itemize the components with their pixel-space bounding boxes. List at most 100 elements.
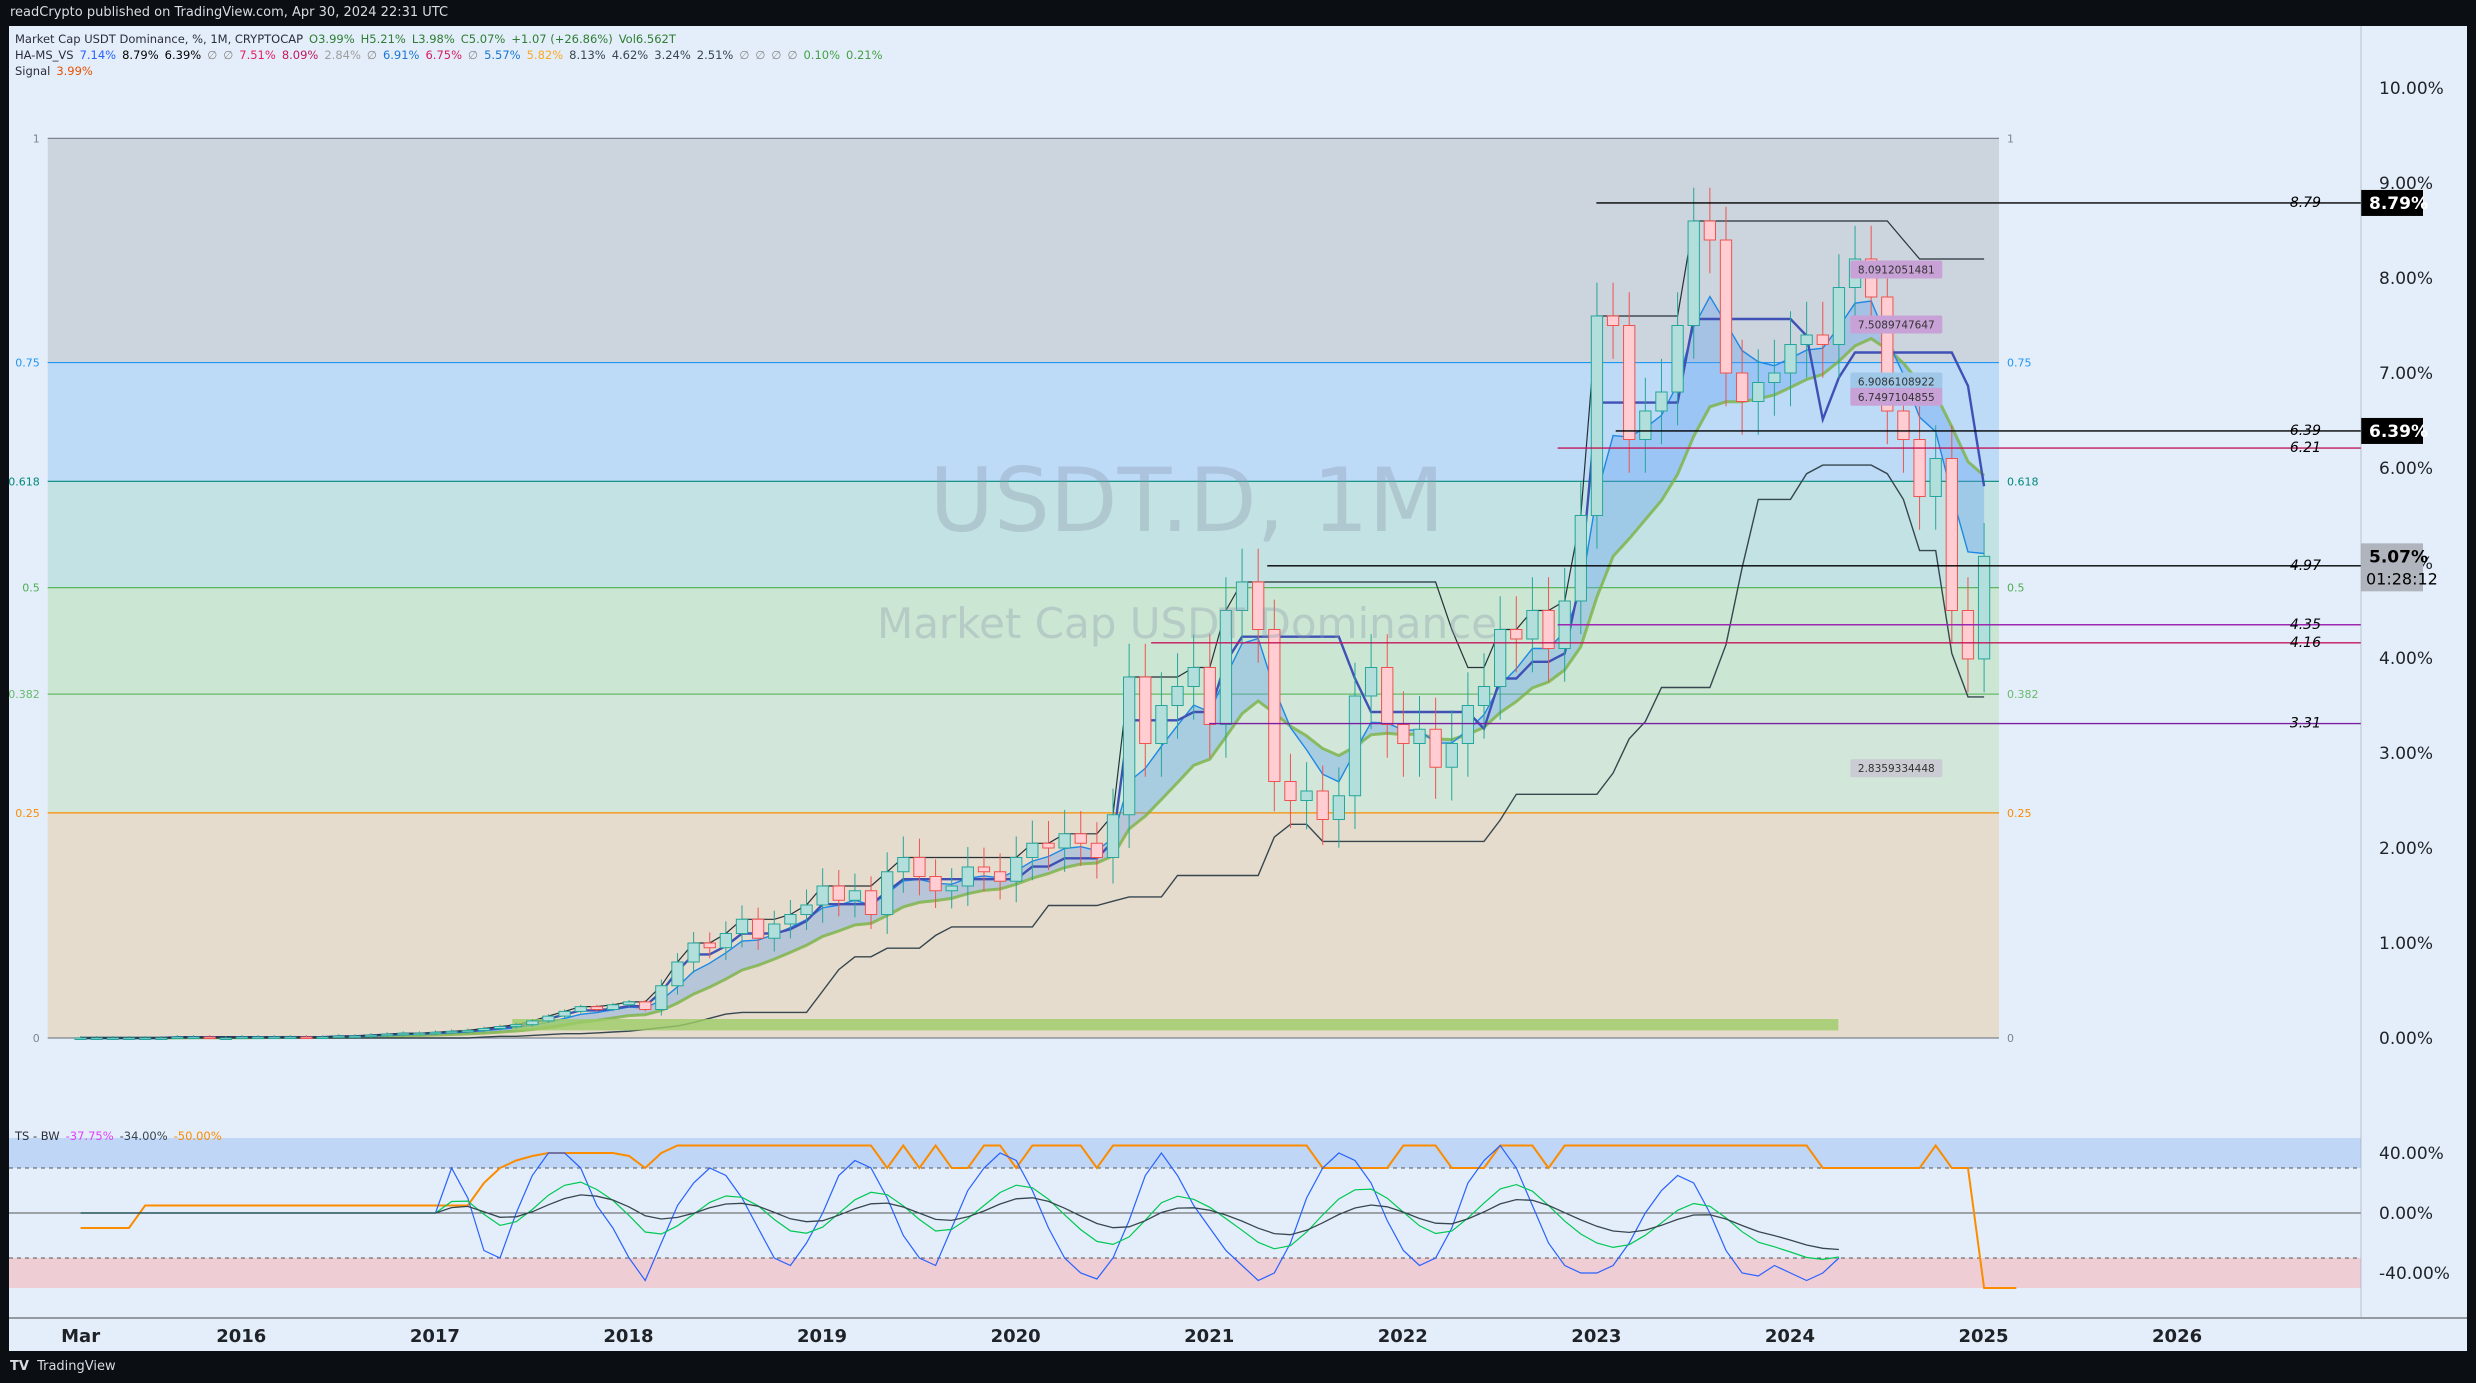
candle-body bbox=[155, 1037, 168, 1040]
candle-body bbox=[1268, 629, 1281, 782]
time-tick-label: 2018 bbox=[603, 1326, 653, 1347]
price-tick-label: 3.00% bbox=[2379, 744, 2433, 764]
indicator-value-15: 8.13% bbox=[569, 48, 606, 62]
time-tick-label: 2024 bbox=[1765, 1326, 1815, 1347]
candle-body bbox=[203, 1036, 216, 1040]
candle-body bbox=[784, 914, 797, 925]
candle-body bbox=[1058, 833, 1071, 849]
price-tick-label: 0.00% bbox=[2379, 1029, 2433, 1049]
fib-zone-0.618 bbox=[47, 481, 2000, 588]
candle-body bbox=[542, 1015, 555, 1022]
level-label-4.16: 4.16 bbox=[2290, 635, 2321, 651]
publish-info: readCrypto published on TradingView.com,… bbox=[10, 5, 449, 20]
time-tick-label: 2020 bbox=[991, 1326, 1041, 1347]
price-axis[interactable]: 10.00%9.00%8.00%7.00%6.00%5.00%4.00%3.00… bbox=[2361, 79, 2444, 1049]
time-tick-label: 2022 bbox=[1378, 1326, 1428, 1347]
time-tick-label: Mar bbox=[61, 1326, 100, 1347]
price-label-bg bbox=[2361, 543, 2423, 592]
osc-upper-zone bbox=[9, 1138, 2361, 1168]
indicator-value-20: ∅ bbox=[755, 48, 766, 62]
candle-body bbox=[1800, 334, 1813, 345]
candle-body bbox=[881, 871, 894, 915]
candle-body bbox=[1671, 325, 1684, 393]
candle-body bbox=[687, 942, 700, 963]
candle-body bbox=[1300, 790, 1313, 801]
candle-body bbox=[735, 918, 749, 934]
time-axis[interactable]: Mar 2016 2017 2018 2019 2020 2021 2022 2023 2024 2… bbox=[9, 26, 2467, 1347]
horizontal-levels[interactable]: 8.79 6.396.21 4.97 4.35 4.16 3.31 8.0912051481… bbox=[1151, 195, 2361, 778]
osc-tick-label: 0.00% bbox=[2379, 1204, 2433, 1224]
level-label-4.97: 4.97 bbox=[2290, 558, 2321, 574]
candle-body bbox=[1477, 686, 1491, 706]
legend-oscillator[interactable]: TS - BW -37.75% -34.00% -50.00% bbox=[15, 1129, 228, 1143]
indicator-value-19: ∅ bbox=[739, 48, 750, 62]
price-countdown: 01:28:12 bbox=[2366, 569, 2438, 588]
legend-indicator[interactable]: HA-MS_VS 7.14% 8.79% 6.39% ∅ ∅ 7.51% 8.09% 2.84%… bbox=[15, 48, 889, 62]
publish-header: readCrypto published on TradingView.com,… bbox=[0, 0, 2476, 26]
candle-body bbox=[929, 876, 942, 892]
price-tick-label: 9.00% bbox=[2379, 174, 2433, 194]
candle-body bbox=[622, 1001, 636, 1006]
indicator-value-9: ∅ bbox=[366, 48, 377, 62]
candle-body bbox=[1139, 676, 1152, 744]
candle-body bbox=[1735, 372, 1749, 402]
osc-orange-line bbox=[80, 1143, 2017, 1289]
value-tag-bg bbox=[1850, 387, 1943, 406]
value-tag-text: 8.0912051481 bbox=[1858, 264, 1935, 276]
indicator-value-16: 4.62% bbox=[611, 48, 649, 62]
candle-body bbox=[1881, 296, 1894, 412]
chart-pane[interactable]: 1 1 0.75 0.75 0.618 0.618 0.5 0.5 0.382 0.382 0.25… bbox=[9, 26, 2467, 1351]
indicator-value-18: 2.51% bbox=[696, 48, 734, 62]
candle-body bbox=[1687, 220, 1700, 326]
time-tick-label: 2025 bbox=[1958, 1326, 2008, 1347]
level-label-6.21: 6.21 bbox=[2290, 440, 2321, 456]
candle-body bbox=[913, 857, 926, 877]
candle-body bbox=[1816, 334, 1829, 345]
fib-zone-0.5 bbox=[47, 587, 2000, 695]
legend-signal[interactable]: Signal 3.99% bbox=[15, 64, 99, 78]
fib-label-right: 0.382 bbox=[2007, 688, 2039, 701]
price-label: 8.79% bbox=[2369, 194, 2428, 214]
candle-body bbox=[445, 1030, 458, 1034]
candle-body bbox=[364, 1034, 378, 1038]
candle-body bbox=[284, 1036, 297, 1040]
candle-body bbox=[1364, 667, 1378, 697]
price-tick-label: 2.00% bbox=[2379, 839, 2433, 859]
candle-body bbox=[429, 1031, 442, 1035]
indicator-value-13: 5.57% bbox=[484, 48, 521, 62]
indicator-value-17: 3.24% bbox=[654, 48, 691, 62]
candle-body bbox=[961, 866, 974, 887]
legend-high: H5.21% bbox=[360, 32, 406, 46]
indicator-value-22: ∅ bbox=[787, 48, 798, 62]
candle-body bbox=[1961, 610, 1975, 660]
time-tick-label: 2019 bbox=[797, 1326, 847, 1347]
level-label-3.31: 3.31 bbox=[2290, 716, 2321, 732]
chart-svg[interactable]: 1 1 0.75 0.75 0.618 0.618 0.5 0.5 0.382 0.382 0.25… bbox=[9, 26, 2467, 1351]
candle-body bbox=[526, 1020, 539, 1026]
candle-body bbox=[300, 1036, 313, 1040]
fib-retracement[interactable]: 1 1 0.75 0.75 0.618 0.618 0.5 0.5 0.382 0.382 0.25… bbox=[9, 132, 2039, 1045]
fib-label-left: 0.618 bbox=[9, 475, 40, 488]
osc-value-3: -50.00% bbox=[173, 1129, 222, 1143]
candle-body bbox=[864, 890, 878, 915]
candle-body bbox=[510, 1024, 523, 1028]
candle-body bbox=[639, 1001, 652, 1011]
candle-body bbox=[1784, 344, 1797, 374]
price-tick-label: 1.00% bbox=[2379, 934, 2433, 954]
candle-body bbox=[493, 1026, 507, 1029]
price-label-bg bbox=[2361, 417, 2423, 444]
legend-open: O3.99% bbox=[309, 32, 355, 46]
candle-body bbox=[1252, 581, 1265, 630]
value-tag-text: 2.8359334448 bbox=[1858, 763, 1935, 775]
candle-body bbox=[90, 1037, 103, 1040]
candle-body bbox=[1542, 610, 1555, 649]
candle-body bbox=[1397, 724, 1410, 744]
indicator-value-5: ∅ bbox=[223, 48, 234, 62]
indicator-value-6: 7.51% bbox=[239, 48, 276, 62]
candle-body bbox=[1703, 220, 1717, 241]
osc-lower-zone bbox=[9, 1258, 2361, 1288]
candle-body bbox=[122, 1037, 136, 1040]
candle-body bbox=[1348, 695, 1362, 797]
legend-main[interactable]: Market Cap USDT Dominance, %, 1M, CRYPTO… bbox=[15, 32, 682, 46]
oscillator-pane[interactable]: 40.00% 0.00% -40.00% bbox=[9, 1124, 2450, 1314]
